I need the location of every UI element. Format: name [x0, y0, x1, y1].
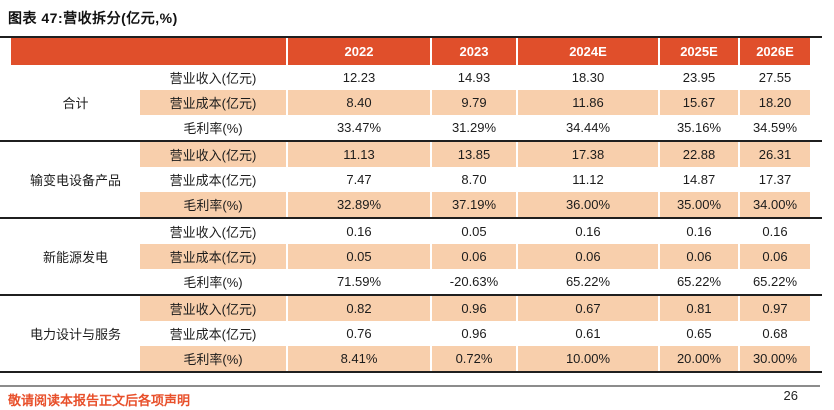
- value-cell: 7.47: [286, 167, 430, 192]
- metric-label-cell: 营业收入(亿元): [140, 142, 286, 167]
- value-cell: 0.65: [658, 321, 738, 346]
- year-header: 2023: [430, 38, 516, 65]
- value-cell: 27.55: [738, 65, 810, 90]
- metric-label-cell: 毛利率(%): [183, 275, 243, 290]
- group-name-cell: 电力设计与服务: [11, 296, 140, 371]
- value-cell: 65.22%: [516, 269, 658, 294]
- metric-label-cell: 营业成本(亿元): [140, 90, 286, 115]
- value-cell: 0.96: [430, 321, 516, 346]
- metric-label-cell: 营业收入(亿元): [140, 296, 286, 321]
- value-cell: 13.85: [430, 142, 516, 167]
- value-cell: 23.95: [658, 65, 738, 90]
- value-cell: 0.06: [430, 244, 516, 269]
- segment-group-grid: 输变电设备产品 营业收入(亿元) 11.13 13.85 17.38 22.88 26.31…: [11, 142, 810, 217]
- value-cell: 17.37: [738, 167, 810, 192]
- value-cell: 18.30: [516, 65, 658, 90]
- segment-group: 合计 营业收入(亿元) 12.23 14.93 18.30 23.95 27.55 营业成本(…: [0, 65, 822, 140]
- metric-label-cell: 营业成本(亿元): [169, 173, 257, 188]
- value-cell: 34.00%: [738, 192, 810, 217]
- segment-group-grid: 电力设计与服务 营业收入(亿元) 0.82 0.96 0.67 0.81 0.97 营业成本(…: [11, 296, 810, 371]
- value-cell: 30.00%: [738, 346, 810, 371]
- metric-label-cell: 毛利率(%): [140, 346, 286, 371]
- value-cell: 33.47%: [286, 115, 430, 140]
- value-cell: 11.86: [516, 90, 658, 115]
- value-cell: 35.00%: [658, 192, 738, 217]
- value-cell: 11.13: [286, 142, 430, 167]
- value-cell: 0.06: [516, 244, 658, 269]
- disclaimer-text: 敬请阅读本报告正文后各项声明: [8, 393, 191, 408]
- value-cell: 31.29%: [430, 115, 516, 140]
- value-cell: 37.19%: [430, 192, 516, 217]
- table-header-row: 2022 2023 2024E 2025E 2026E: [11, 38, 810, 65]
- value-cell: 15.67: [658, 90, 738, 115]
- value-cell: 8.40: [286, 90, 430, 115]
- value-cell: 71.59%: [286, 269, 430, 294]
- value-cell: 0.96: [430, 296, 516, 321]
- year-header: 2024E: [516, 38, 658, 65]
- value-cell: 34.59%: [738, 115, 810, 140]
- footer-divider: [0, 385, 820, 387]
- value-cell: 0.68: [738, 321, 810, 346]
- table-header: 2022 2023 2024E 2025E 2026E: [0, 36, 822, 65]
- segment-group: 输变电设备产品 营业收入(亿元) 11.13 13.85 17.38 22.88 26.31…: [0, 140, 822, 217]
- value-cell: 22.88: [658, 142, 738, 167]
- value-cell: 65.22%: [658, 269, 738, 294]
- value-cell: 0.05: [286, 244, 430, 269]
- value-cell: 0.76: [286, 321, 430, 346]
- group-name-cell: 新能源发电: [11, 219, 140, 294]
- value-cell: 0.67: [516, 296, 658, 321]
- value-cell: 10.00%: [516, 346, 658, 371]
- value-cell: 0.05: [430, 219, 516, 244]
- value-cell: 8.70: [430, 167, 516, 192]
- group-name-cell: 合计: [11, 65, 140, 140]
- year-header: 2022: [286, 38, 430, 65]
- value-cell: 14.87: [658, 167, 738, 192]
- table-body: 合计 营业收入(亿元) 12.23 14.93 18.30 23.95 27.55 营业成本(…: [0, 65, 822, 373]
- figure-title: 图表 47:营收拆分(亿元,%): [8, 10, 178, 26]
- metric-label-cell: 营业成本(亿元): [140, 244, 286, 269]
- revenue-breakdown-table: 2022 2023 2024E 2025E 2026E 合计 营业收入(亿元) 12.23 1…: [0, 36, 822, 373]
- header-corner-cell: [140, 38, 286, 65]
- value-cell: 0.97: [738, 296, 810, 321]
- value-cell: 8.41%: [286, 346, 430, 371]
- metric-label-cell: 营业收入(亿元): [169, 225, 257, 240]
- value-cell: 36.00%: [516, 192, 658, 217]
- year-header: 2026E: [738, 38, 810, 65]
- value-cell: 32.89%: [286, 192, 430, 217]
- segment-group-grid: 新能源发电 营业收入(亿元) 0.16 0.05 0.16 0.16 0.16 营业成本(亿元…: [11, 219, 810, 294]
- segment-group: 新能源发电 营业收入(亿元) 0.16 0.05 0.16 0.16 0.16 营业成本(亿元…: [0, 217, 822, 294]
- metric-label-cell: 营业收入(亿元): [169, 71, 257, 86]
- value-cell: 9.79: [430, 90, 516, 115]
- value-cell: 0.61: [516, 321, 658, 346]
- value-cell: 35.16%: [658, 115, 738, 140]
- metric-label-cell: 营业成本(亿元): [169, 327, 257, 342]
- value-cell: 0.06: [738, 244, 810, 269]
- value-cell: 0.81: [658, 296, 738, 321]
- group-name-cell: 输变电设备产品: [11, 142, 140, 217]
- value-cell: 0.16: [658, 219, 738, 244]
- year-header: 2025E: [658, 38, 738, 65]
- metric-label-cell: 毛利率(%): [183, 121, 243, 136]
- value-cell: 0.72%: [430, 346, 516, 371]
- value-cell: 18.20: [738, 90, 810, 115]
- segment-group-grid: 合计 营业收入(亿元) 12.23 14.93 18.30 23.95 27.55 营业成本(…: [11, 65, 810, 140]
- value-cell: 11.12: [516, 167, 658, 192]
- value-cell: 0.16: [738, 219, 810, 244]
- value-cell: 0.16: [286, 219, 430, 244]
- value-cell: 26.31: [738, 142, 810, 167]
- value-cell: 65.22%: [738, 269, 810, 294]
- metric-label-cell: 毛利率(%): [140, 192, 286, 217]
- value-cell: 14.93: [430, 65, 516, 90]
- value-cell: -20.63%: [430, 269, 516, 294]
- value-cell: 20.00%: [658, 346, 738, 371]
- header-corner-cell: [11, 38, 140, 65]
- value-cell: 0.06: [658, 244, 738, 269]
- value-cell: 34.44%: [516, 115, 658, 140]
- value-cell: 0.16: [516, 219, 658, 244]
- value-cell: 12.23: [286, 65, 430, 90]
- segment-group: 电力设计与服务 营业收入(亿元) 0.82 0.96 0.67 0.81 0.97 营业成本(…: [0, 294, 822, 371]
- page-number: 26: [783, 388, 798, 403]
- value-cell: 17.38: [516, 142, 658, 167]
- value-cell: 0.82: [286, 296, 430, 321]
